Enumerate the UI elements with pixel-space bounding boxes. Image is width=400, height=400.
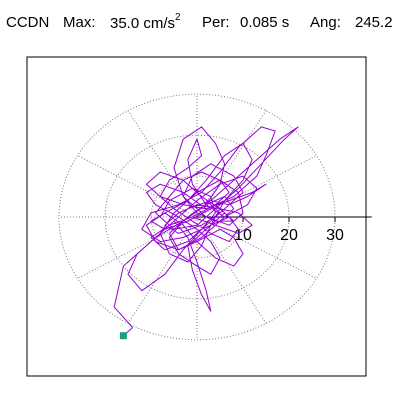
grid-spoke-330 — [196, 216, 317, 279]
tick-label-30: 30 — [326, 227, 344, 244]
chart-title: CCDN Max: 35.0 cm/s2 Per: 0.085 s Ang: 2… — [6, 12, 396, 36]
tick-label-10: 10 — [234, 227, 252, 244]
angle-label: Ang: — [310, 14, 341, 31]
grid-spoke-150 — [77, 155, 198, 218]
grid-spoke-30 — [196, 155, 317, 218]
grid-spoke-300 — [196, 216, 267, 324]
grid-spoke-60 — [196, 110, 267, 218]
station-code: CCDN — [6, 14, 50, 31]
acceleration-trace — [113, 126, 299, 328]
max-value: 35.0 cm/s2 — [110, 12, 181, 32]
period-value: 0.085 s — [240, 14, 290, 31]
grid-spoke-210 — [77, 216, 198, 279]
max-value-text: 35.0 cm/s — [110, 15, 176, 32]
radial-tick-labels: 10 20 30 — [234, 217, 344, 244]
marker-layer — [119, 332, 127, 340]
tick-label-20: 20 — [280, 227, 298, 244]
period-label: Per: — [202, 14, 230, 31]
max-unit-exponent: 2 — [175, 12, 181, 23]
endpoint-marker — [119, 332, 127, 340]
trace-layer — [113, 126, 299, 337]
angle-value: 245.2 — [355, 14, 393, 31]
max-label: Max: — [63, 14, 96, 31]
